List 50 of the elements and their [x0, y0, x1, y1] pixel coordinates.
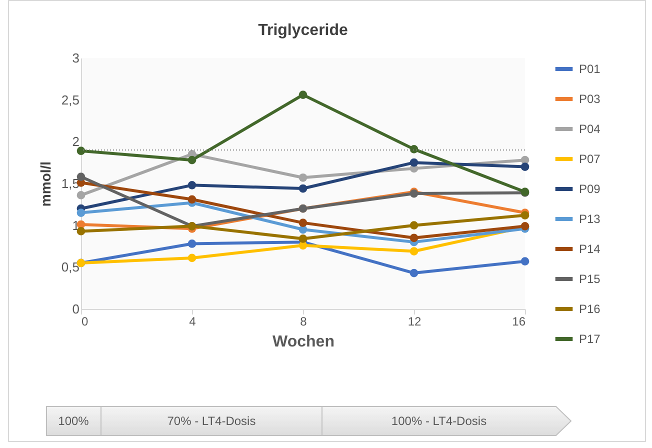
- y-tick-label: 2,5: [61, 92, 80, 108]
- x-tick-label: 4: [189, 314, 196, 328]
- chart-title: Triglyceride: [258, 22, 348, 39]
- legend-label: P16: [579, 302, 601, 316]
- point: [520, 257, 530, 266]
- point: [298, 90, 308, 99]
- legend-label: P13: [579, 212, 601, 226]
- point: [76, 146, 86, 156]
- point: [410, 247, 418, 256]
- legend-label: P15: [579, 272, 601, 286]
- point: [410, 268, 418, 278]
- point: [76, 191, 86, 200]
- text: 100%: [57, 413, 90, 430]
- point: [188, 240, 196, 248]
- x-tick-label: 8: [300, 314, 308, 328]
- text: 70% - LT4-Dosis: [166, 413, 257, 430]
- point: [188, 195, 196, 204]
- legend-label: P01: [579, 62, 601, 76]
- y-axis-title: mmol/l: [37, 161, 54, 207]
- text: 100% - LT4-Dosis: [390, 413, 488, 430]
- x-axis-title: Wochen: [272, 334, 334, 350]
- point: [76, 227, 86, 236]
- point: [410, 145, 418, 154]
- point: [298, 173, 308, 182]
- point: [188, 254, 196, 262]
- point: [298, 184, 308, 193]
- point: [520, 211, 530, 220]
- legend-label: P09: [579, 182, 601, 196]
- point: [76, 172, 86, 181]
- legend-label: P04: [579, 122, 601, 136]
- y-tick-label: 3: [72, 50, 80, 66]
- point: [410, 158, 418, 167]
- x-tick-label: 16: [512, 314, 526, 328]
- legend-label: P14: [579, 242, 601, 256]
- point: [410, 234, 418, 242]
- point: [298, 234, 308, 243]
- point: [298, 218, 308, 227]
- point: [520, 162, 530, 171]
- y-tick-label: 2: [72, 134, 80, 150]
- legend-label: P03: [579, 92, 601, 106]
- point: [188, 181, 196, 190]
- point: [410, 221, 418, 230]
- x-tick-label: 12: [408, 314, 422, 328]
- y-tick-label: 0,5: [61, 260, 80, 275]
- point: [76, 208, 86, 217]
- legend-label: P17: [579, 332, 601, 346]
- legend-label: P07: [579, 152, 601, 166]
- y-tick-label: 0: [72, 302, 80, 316]
- x-tick-label: 0: [82, 314, 88, 328]
- point: [188, 156, 196, 164]
